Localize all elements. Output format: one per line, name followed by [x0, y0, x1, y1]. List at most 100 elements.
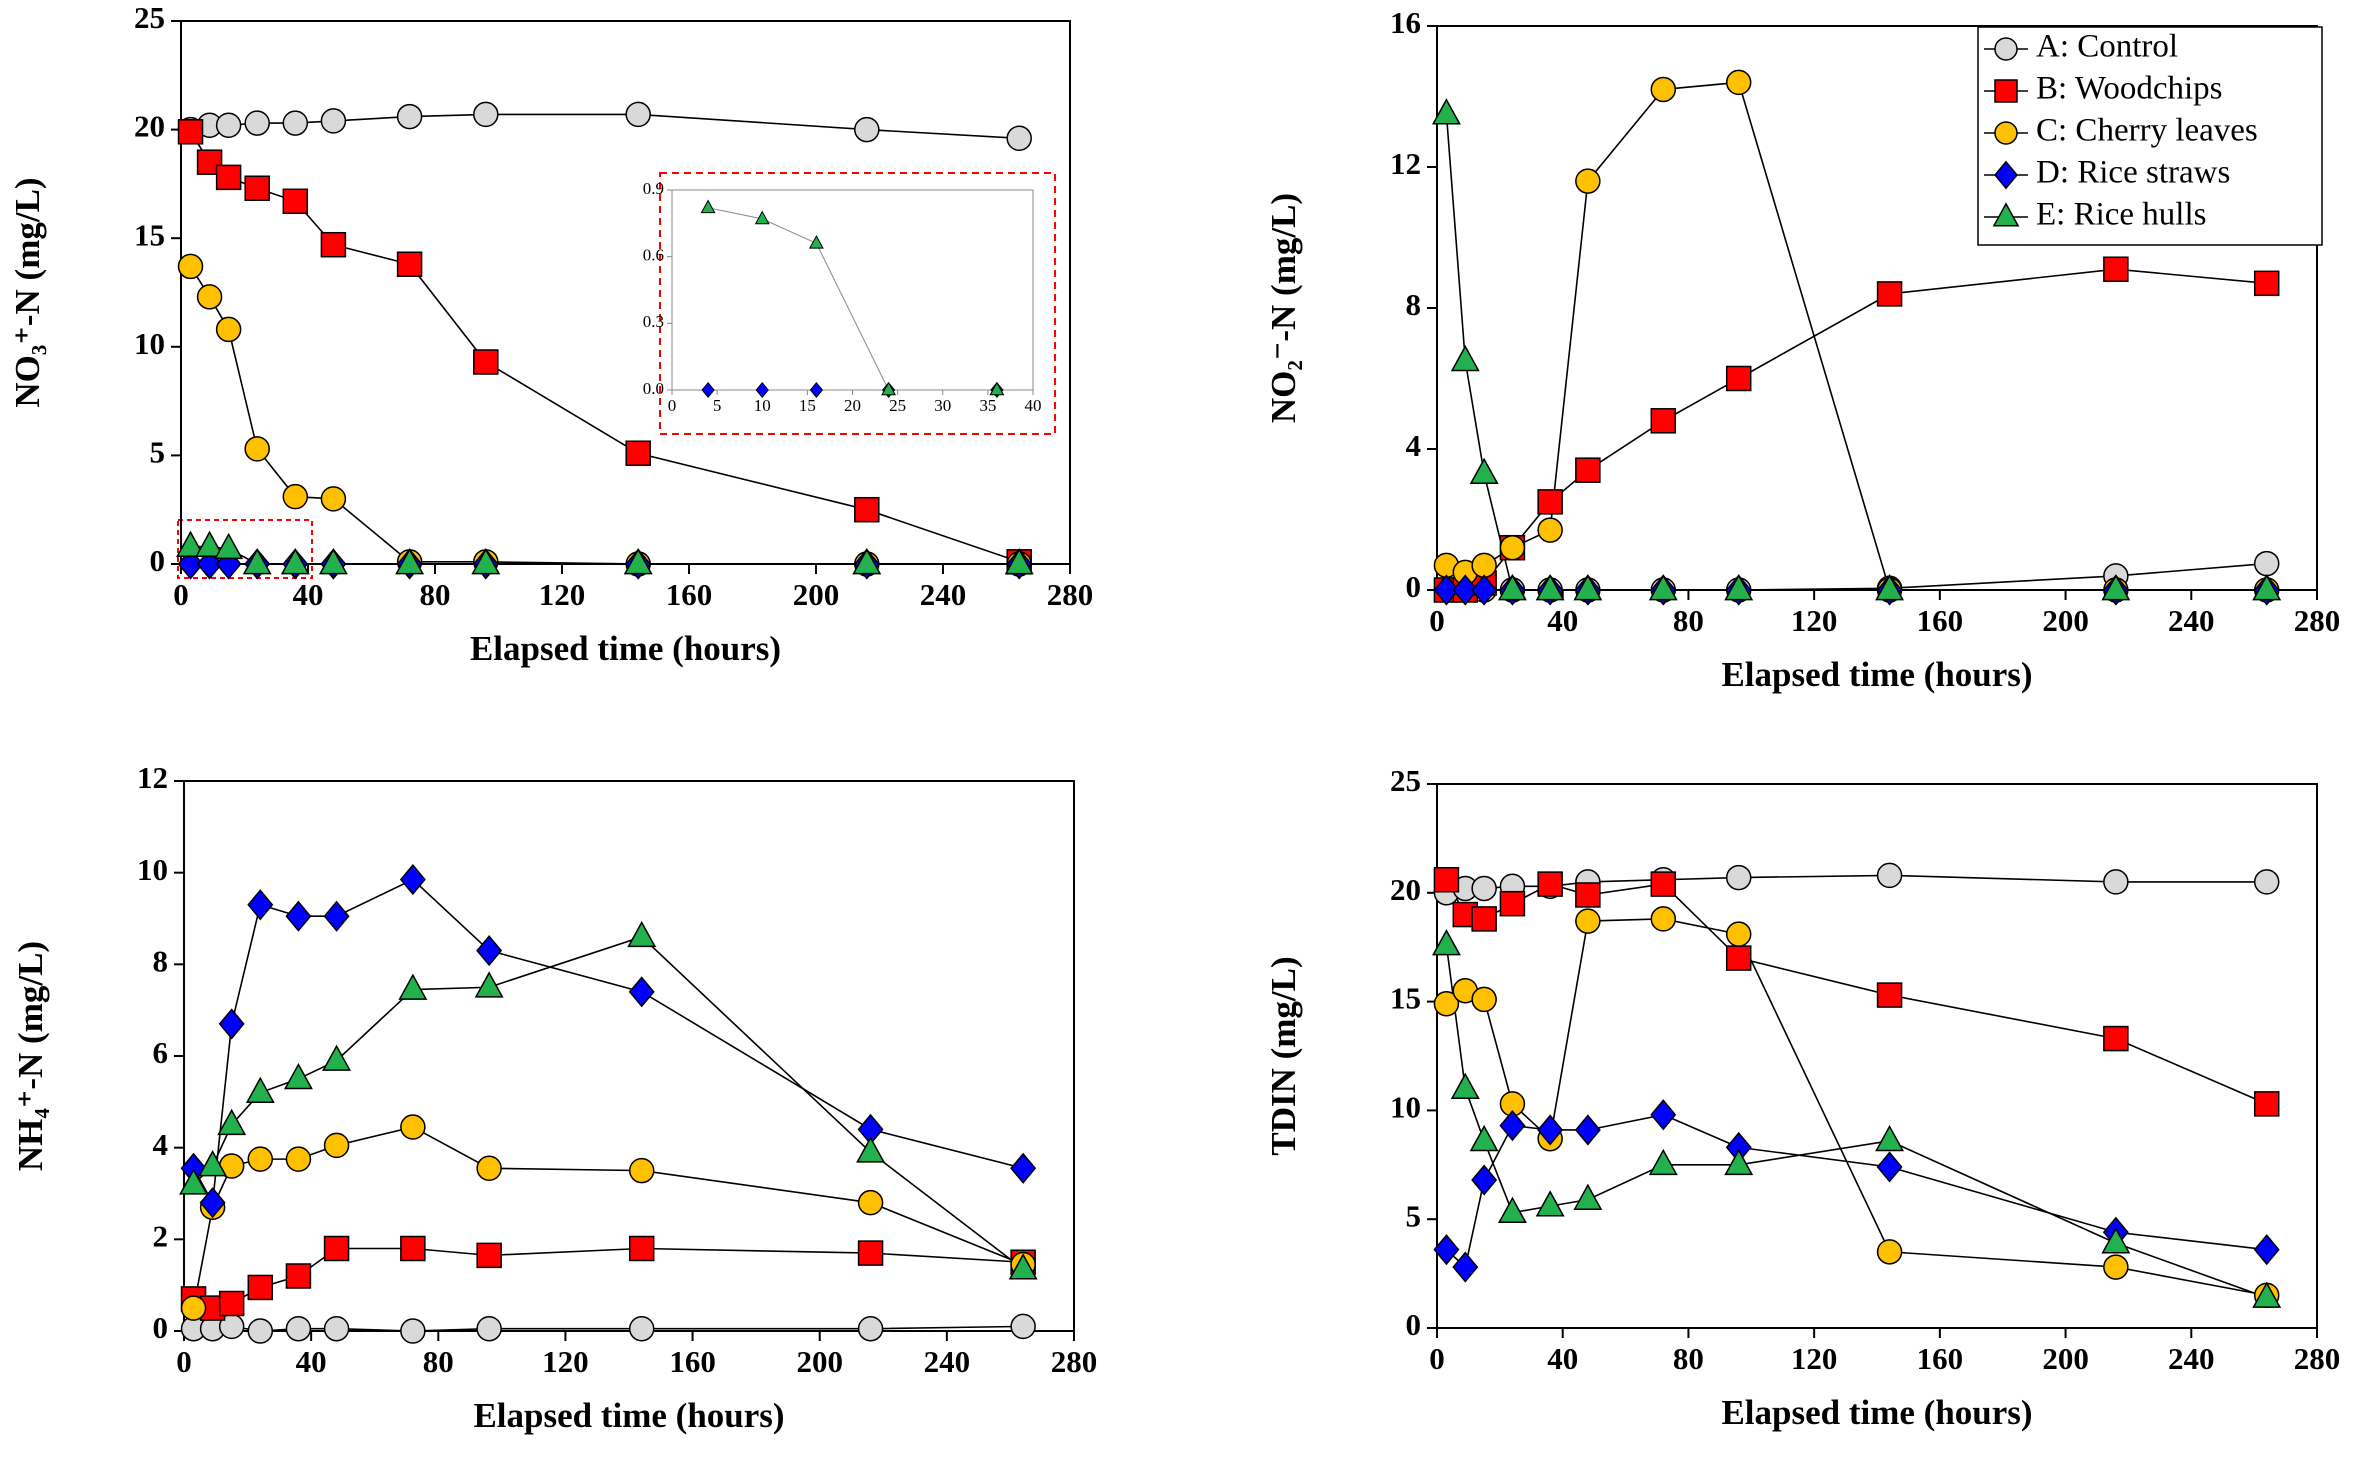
- marker: [1433, 991, 1460, 1017]
- marker: [628, 1315, 655, 1342]
- x-tick-label: 120: [542, 1344, 589, 1379]
- marker: [320, 486, 347, 512]
- marker: [1471, 1164, 1498, 1196]
- x-tick-label: 200: [2042, 603, 2089, 638]
- marker: [196, 149, 223, 175]
- marker: [2103, 869, 2129, 895]
- y-axis-label: TDIN (mg/L): [1264, 956, 1303, 1155]
- x-tick-label: 40: [1547, 603, 1578, 638]
- marker: [473, 349, 499, 375]
- marker: [1573, 574, 1603, 601]
- marker: [1499, 890, 1526, 917]
- plot-frame: [180, 20, 1071, 565]
- marker: [1006, 125, 1032, 152]
- x-tick-label: 5: [713, 396, 722, 415]
- marker: [476, 935, 503, 967]
- marker: [214, 532, 244, 560]
- marker: [398, 973, 428, 1000]
- marker: [217, 1108, 247, 1136]
- marker: [2253, 869, 2280, 895]
- marker: [857, 1315, 884, 1342]
- marker: [1575, 908, 1601, 934]
- x-tick-label: 40: [296, 1344, 327, 1379]
- marker: [2101, 1227, 2131, 1254]
- marker: [1452, 1251, 1479, 1283]
- marker: [1450, 344, 1480, 372]
- inset-frame: [659, 172, 1056, 435]
- y-tick-label: 0.3: [643, 312, 664, 331]
- marker: [179, 1168, 209, 1195]
- marker: [471, 548, 501, 575]
- marker: [320, 108, 347, 134]
- x-tick-label: 200: [796, 1344, 843, 1379]
- y-tick-label: 0: [150, 543, 166, 578]
- x-tick-label: 30: [934, 396, 951, 415]
- marker: [323, 1315, 350, 1342]
- y-tick-label: 0.9: [643, 179, 664, 198]
- marker: [857, 1240, 884, 1266]
- x-tick-label: 280: [1051, 1344, 1098, 1379]
- marker: [177, 119, 204, 145]
- marker: [1725, 69, 1752, 96]
- x-axis-label: Elapsed time (hours): [473, 1396, 784, 1435]
- marker: [285, 1315, 312, 1342]
- y-axis-label: NO₃⁺-N (mg/L): [8, 177, 47, 407]
- marker: [245, 1076, 275, 1104]
- marker: [282, 483, 309, 510]
- x-tick-label: 0: [1429, 603, 1445, 638]
- x-tick-label: 0: [173, 577, 189, 612]
- marker: [2253, 1234, 2280, 1266]
- legend-marker: [1992, 202, 2020, 227]
- legend-label: C: Cherry leaves: [2036, 113, 2258, 149]
- marker: [1650, 1099, 1677, 1131]
- marker: [247, 1274, 274, 1301]
- marker: [2253, 550, 2280, 577]
- series-line: [190, 113, 1020, 140]
- marker: [400, 1318, 426, 1344]
- marker: [1876, 1151, 1903, 1183]
- series-line: [193, 1247, 1024, 1309]
- marker: [809, 382, 824, 398]
- marker: [196, 284, 223, 310]
- marker: [198, 1150, 228, 1177]
- marker: [399, 863, 426, 896]
- x-axis-label: Elapsed time (hours): [1721, 655, 2032, 694]
- series-line: [1445, 1113, 2267, 1269]
- marker: [215, 316, 242, 343]
- y-tick-label: 12: [137, 760, 168, 795]
- marker: [215, 164, 242, 191]
- marker: [1010, 1152, 1037, 1184]
- marker: [1876, 862, 1903, 889]
- marker: [244, 436, 270, 462]
- marker: [881, 381, 897, 396]
- marker: [1650, 871, 1677, 897]
- zoom-region: [177, 519, 313, 579]
- x-tick-label: 0: [176, 1344, 192, 1379]
- legend-label: D: Rice straws: [2036, 155, 2230, 191]
- legend-marker: [1994, 79, 2018, 103]
- marker: [2253, 1091, 2280, 1117]
- marker: [628, 976, 655, 1008]
- y-tick-label: 0: [153, 1310, 169, 1345]
- marker: [755, 382, 769, 398]
- x-tick-label: 20: [844, 396, 861, 415]
- marker: [1875, 574, 1905, 601]
- marker: [282, 110, 309, 136]
- legend-label: E: Rice hulls: [2036, 197, 2206, 233]
- marker: [282, 188, 309, 215]
- marker: [1452, 574, 1479, 606]
- x-tick-label: 80: [1673, 1341, 1704, 1376]
- y-axis-label: NO₂⁻-N (mg/L): [1264, 193, 1303, 423]
- marker: [1573, 1183, 1603, 1210]
- inset-chart: 0 5 10 15 20 25 30 35 40 0.0 0.3 0.6 0.9: [643, 179, 1042, 415]
- marker: [244, 110, 270, 136]
- marker: [1575, 457, 1601, 483]
- series-line: [1445, 879, 2268, 1105]
- series-line: [707, 207, 997, 391]
- marker: [280, 548, 310, 575]
- y-tick-label: 5: [150, 435, 166, 470]
- marker: [1650, 408, 1677, 434]
- x-tick-label: 280: [1047, 577, 1094, 612]
- y-tick-label: 0.6: [643, 246, 664, 265]
